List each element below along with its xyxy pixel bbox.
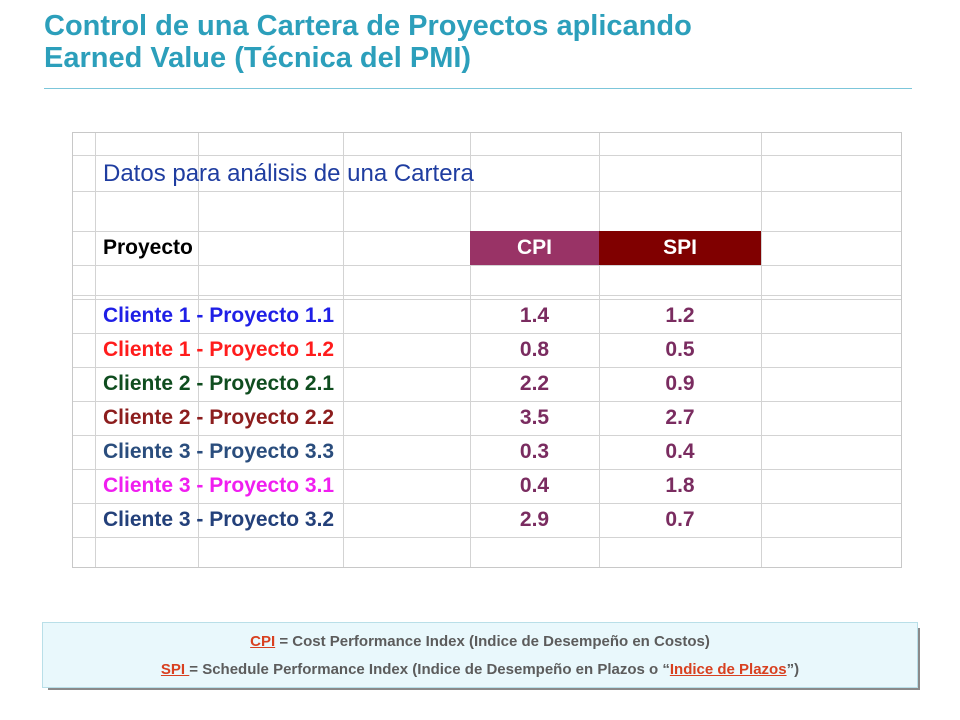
spreadsheet-image: Datos para análisis de una Cartera Proye… [72,132,902,568]
spi-value: 0.7 [665,508,695,531]
spi-value: 2.7 [665,406,695,429]
table-row: Cliente 3 - Proyecto 3.3 0.3 0.4 [73,435,901,469]
spi-value: 1.8 [665,474,695,497]
cpi-value: 0.4 [519,474,550,497]
gridline-horizontal [73,401,901,402]
cpi-value: 2.9 [519,508,550,531]
slide-title: Control de una Cartera de Proyectos apli… [44,10,914,74]
cpi-column-header: CPI [470,231,599,265]
gridline-vertical [198,133,199,567]
table-row: Cliente 3 - Proyecto 3.1 0.4 1.8 [73,469,901,503]
spi-value: 1.2 [665,304,695,327]
spi-column-header: SPI [599,231,761,265]
table-row: Cliente 3 - Proyecto 3.2 2.9 0.7 [73,503,901,537]
table-row: Cliente 1 - Proyecto 1.2 0.8 0.5 [73,333,901,367]
gridline-vertical [599,133,600,567]
gridline-horizontal [73,367,901,368]
table-row: Cliente 2 - Proyecto 2.1 2.2 0.9 [73,367,901,401]
legend-cpi-line: CPI = Cost Performance Index (Indice de … [43,631,917,653]
cpi-value: 3.5 [519,406,550,429]
title-line-2: Earned Value (Técnica del PMI) [44,42,472,74]
spi-definition-end: ”) [786,661,800,678]
cpi-abbreviation-link[interactable]: CPI [250,633,276,650]
spi-value: 0.9 [665,372,695,395]
project-name: Cliente 1 - Proyecto 1.1 [103,304,335,327]
cpi-value: 2.2 [519,372,550,395]
project-name: Cliente 3 - Proyecto 3.1 [103,474,335,497]
gridline-horizontal [73,469,901,470]
gridline-vertical [95,133,96,567]
gridline-horizontal [73,155,901,156]
cpi-value: 0.8 [519,338,550,361]
legend-box: CPI = Cost Performance Index (Indice de … [42,622,918,688]
cpi-value: 1.4 [519,304,550,327]
project-name: Cliente 3 - Proyecto 3.2 [103,508,335,531]
table-row: Cliente 1 - Proyecto 1.1 1.4 1.2 [73,299,901,333]
cpi-value: 0.3 [519,440,550,463]
project-name: Cliente 1 - Proyecto 1.2 [103,338,335,361]
project-name: Cliente 3 - Proyecto 3.3 [103,440,335,463]
gridline-horizontal [73,333,901,334]
gridline-horizontal [73,435,901,436]
spi-value: 0.4 [665,440,695,463]
spi-abbreviation-link[interactable]: SPI [160,661,190,678]
project-column-header: Proyecto [103,236,193,259]
sheet-heading: Datos para análisis de una Cartera [103,160,474,187]
title-divider [44,88,912,89]
project-name: Cliente 2 - Proyecto 2.2 [103,406,335,429]
spi-definition: = Schedule Performance Index (Indice de … [189,661,670,678]
gridline-horizontal [73,265,901,266]
gridline-vertical [470,133,471,567]
gridline-vertical [343,133,344,567]
legend-spi-line: SPI = Schedule Performance Index (Indice… [43,659,917,681]
gridline-horizontal [73,295,901,296]
cpi-definition: = Cost Performance Index (Indice de Dese… [275,633,710,650]
table-row: Cliente 2 - Proyecto 2.2 3.5 2.7 [73,401,901,435]
gridline-vertical [761,133,762,567]
gridline-horizontal [73,191,901,192]
project-name: Cliente 2 - Proyecto 2.1 [103,372,335,395]
gridline-horizontal [73,299,901,300]
gridline-horizontal [73,503,901,504]
spi-value: 0.5 [665,338,695,361]
title-line-1: Control de una Cartera de Proyectos apli… [44,10,692,42]
spi-alias-link[interactable]: Indice de Plazos [669,661,787,678]
gridline-horizontal [73,537,901,538]
